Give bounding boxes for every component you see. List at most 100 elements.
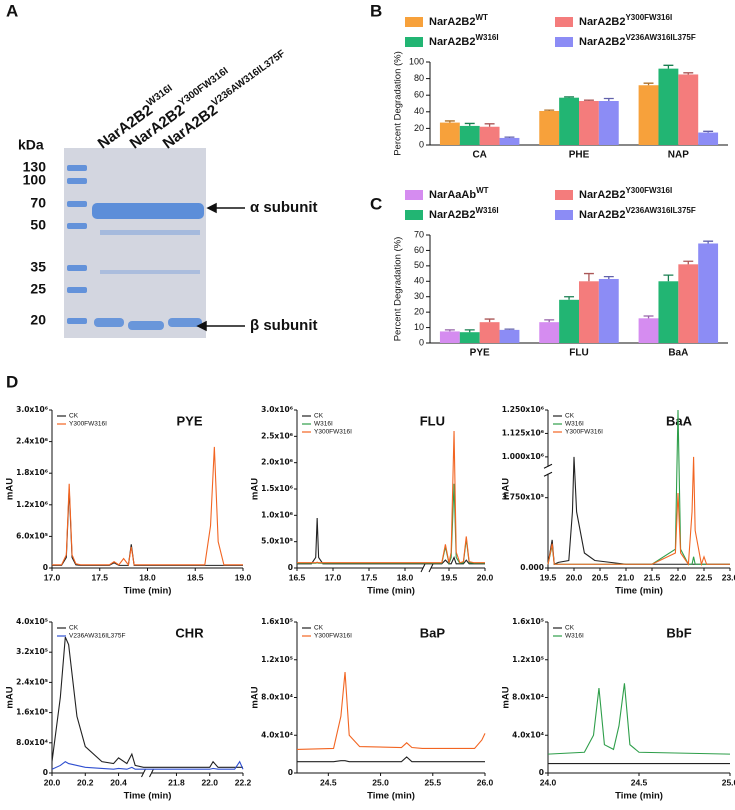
trace: [297, 431, 485, 564]
faint-band: [100, 230, 200, 235]
faint-band: [100, 270, 200, 274]
bar: [559, 97, 579, 145]
gel-arrows: [196, 202, 245, 332]
legend-label: NarA2B2WT: [429, 13, 488, 28]
chart-title: PYE: [177, 413, 203, 428]
y-tick-label: 0: [288, 768, 293, 777]
y-tick-label: 40: [414, 106, 424, 116]
x-tick-label: 18.5: [187, 572, 204, 582]
x-tick-label: 20.0: [44, 777, 61, 787]
x-axis-label: Time (min): [367, 586, 415, 597]
x-tick-label: CA: [472, 150, 486, 161]
error-bar: [703, 240, 714, 244]
x-tick-label: FLU: [569, 348, 588, 359]
y-tick-label: 2.0x10⁶: [261, 458, 293, 467]
x-tick-label: 22.0: [201, 777, 218, 787]
legend-label: NarAaAbWT: [429, 186, 489, 201]
trace: [296, 671, 486, 750]
legend-swatch: [405, 17, 423, 27]
x-axis-label: Time (min): [615, 791, 663, 802]
legend-label: CK: [69, 413, 79, 420]
y-tick-label: 0: [419, 139, 424, 149]
bar: [559, 299, 579, 343]
y-tick-label: 60: [414, 245, 424, 255]
axis-gap: [144, 771, 151, 775]
arrow-label: α subunit: [250, 199, 318, 216]
y-tick-label: 2.4x10⁵: [16, 677, 48, 686]
y-tick-label: 10: [414, 322, 424, 332]
y-tick-label: 3.2x10⁵: [16, 647, 48, 656]
x-tick-label: 20.0: [566, 572, 583, 582]
y-tick-label: 50: [414, 260, 424, 270]
y-tick-label: 1.8x10⁶: [16, 468, 48, 477]
marker-band: [67, 265, 87, 271]
legend-label: W316I: [565, 633, 584, 640]
error-bar: [703, 130, 714, 133]
bar: [439, 331, 460, 343]
legend-label: V236AW316IL375F: [69, 633, 126, 640]
y-tick-label: 4.0x10⁴: [261, 730, 293, 739]
error-bar: [464, 329, 475, 333]
x-tick-label: 24.5: [320, 777, 337, 787]
y-tick-label: 1.6x10⁵: [512, 617, 544, 626]
error-bar: [663, 274, 674, 282]
x-axis-label: Time (min): [367, 791, 415, 802]
x-tick-label: 21.0: [618, 572, 635, 582]
legend-label: CK: [69, 625, 79, 632]
y-axis-label: mAU: [250, 478, 261, 500]
trace: [297, 483, 485, 566]
legend-superscript: WT: [476, 186, 489, 195]
y-axis-label: mAU: [5, 686, 16, 708]
y-tick-label: 1.2x10⁵: [512, 655, 544, 664]
legend-swatch: [555, 210, 573, 220]
legend-label: NarA2B2Y300FW316I: [579, 13, 672, 28]
y-axis-label: Percent Degradation (%): [393, 51, 404, 156]
trace: [51, 636, 243, 768]
x-tick-label: 20.4: [110, 777, 127, 787]
y-axis-label: mAU: [250, 686, 261, 708]
legend-label: CK: [314, 413, 324, 420]
x-tick-label: 17.5: [91, 572, 108, 582]
y-tick-label: 6.0x10⁵: [16, 531, 48, 540]
x-tick-label: 25.0: [372, 777, 389, 787]
x-tick-label: 23.0: [722, 572, 735, 582]
x-tick-label: 24.0: [540, 777, 557, 787]
legend-name: NarA2B2: [429, 36, 475, 48]
marker-band: [67, 223, 87, 229]
error-bar: [564, 296, 575, 300]
legend-label: NarA2B2V236AW316IL375F: [579, 206, 696, 221]
gel: [64, 148, 206, 338]
bar: [479, 126, 500, 145]
x-tick-label: 22.2: [235, 777, 252, 787]
bar: [499, 329, 520, 343]
y-tick-label: 1.250x10⁶: [502, 405, 544, 414]
legend-swatch: [405, 190, 423, 200]
bar: [658, 281, 679, 343]
axis-break: [420, 563, 434, 573]
x-tick-label: BaA: [668, 348, 688, 359]
axis-gap: [423, 566, 431, 570]
error-bar: [643, 82, 654, 86]
legend-label: W316I: [565, 421, 584, 428]
error-bar: [663, 64, 674, 69]
y-tick-label: 2.4x10⁶: [16, 437, 48, 446]
marker-band: [67, 318, 87, 324]
beta-band: [128, 321, 164, 330]
y-axis-label: mAU: [5, 478, 16, 500]
error-bar: [603, 97, 614, 102]
marker-label: 100: [23, 172, 47, 188]
legend-name: NarAaAb: [429, 189, 476, 201]
chart-title: FLU: [420, 413, 445, 428]
x-tick-label: 19.5: [540, 572, 557, 582]
error-bar: [544, 109, 555, 111]
y-tick-label: 1.000x10⁶: [502, 452, 544, 461]
y-tick-label: 1.2x10⁶: [16, 500, 48, 509]
x-tick-label: 26.0: [477, 777, 494, 787]
x-tick-label: 16.5: [289, 572, 306, 582]
error-bar: [544, 319, 555, 323]
bar: [579, 281, 599, 343]
error-bar: [603, 276, 614, 279]
trace: [547, 683, 731, 755]
y-tick-label: 20: [414, 307, 424, 317]
legend-superscript: V236AW316IL375F: [625, 33, 695, 42]
